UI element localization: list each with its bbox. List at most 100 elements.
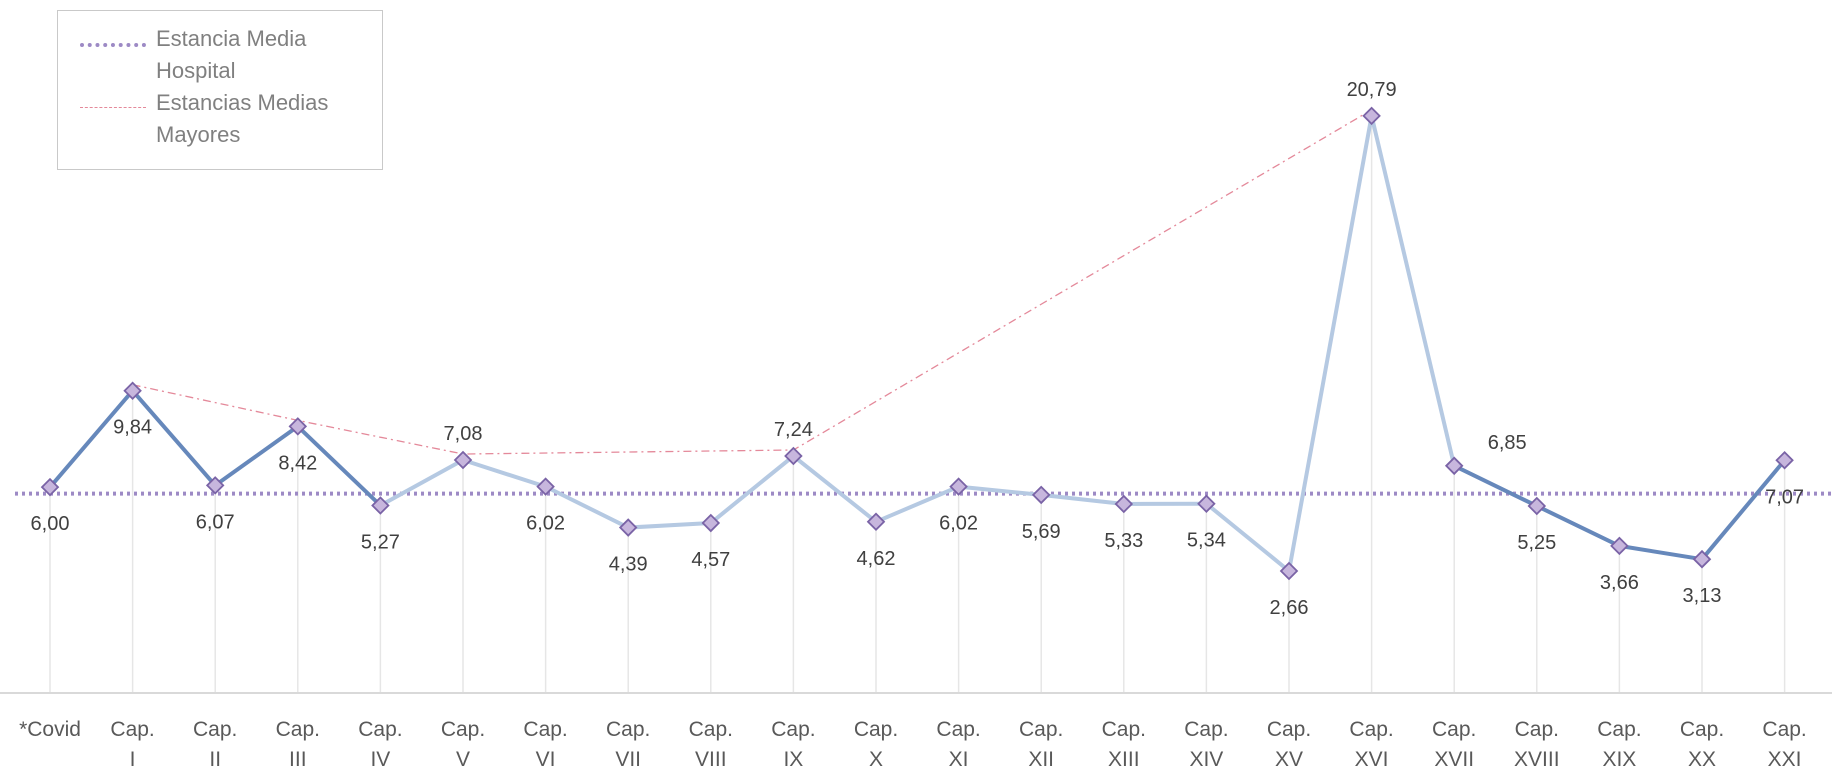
- data-label: 3,66: [1600, 572, 1639, 594]
- data-label: 2,66: [1270, 597, 1309, 619]
- series-segment: [48, 388, 135, 490]
- series-segment: [461, 458, 548, 489]
- series-segment: [874, 484, 961, 524]
- series-segment: [1617, 543, 1704, 562]
- x-tick-labels: *Covid Cap. I Cap. II Cap. III Cap. IV Cap. V Cap. V…: [19, 718, 1807, 771]
- series-segment: [1204, 501, 1291, 573]
- data-point-marker: [618, 518, 638, 537]
- series-segment: [543, 484, 631, 530]
- data-label: 4,62: [857, 548, 896, 570]
- data-label: 5,69: [1022, 521, 1061, 543]
- data-point-marker: [1444, 456, 1464, 476]
- x-tick-label: Cap. XIX: [1597, 718, 1641, 771]
- x-tick-label: Cap. IX: [771, 718, 815, 771]
- data-point-marker: [1775, 451, 1794, 470]
- data-label: 20,79: [1347, 79, 1397, 101]
- data-label: 9,84: [113, 417, 152, 439]
- data-label: 5,34: [1187, 530, 1226, 552]
- x-tick-label: Cap. VIII: [689, 718, 733, 771]
- series-segment: [1287, 113, 1374, 573]
- data-label: 6,02: [526, 513, 565, 535]
- x-tick-label: Cap. V: [441, 718, 485, 771]
- data-label: 4,57: [691, 549, 730, 571]
- legend-label-hospital: Estancia Media Hospital: [156, 26, 307, 83]
- x-tick-label: Cap. VI: [523, 718, 567, 771]
- x-tick-label: *Covid: [19, 718, 81, 741]
- data-point-marker: [453, 450, 473, 470]
- data-point-marker: [866, 512, 886, 532]
- data-point-marker: [1362, 106, 1381, 126]
- legend: Estancia Media Hospital Estancias Medias…: [57, 10, 383, 170]
- data-point-marker: [701, 513, 721, 533]
- data-label: 7,08: [444, 423, 483, 445]
- x-tick-label: Cap. XXI: [1762, 718, 1806, 771]
- data-label: 5,27: [361, 531, 400, 553]
- data-label: 5,33: [1104, 530, 1143, 552]
- data-point-marker: [288, 417, 308, 436]
- series-line: [48, 113, 1787, 573]
- data-label: 4,39: [609, 554, 648, 576]
- legend-item-mayores: Estancias Medias Mayores: [80, 87, 356, 151]
- data-labels: 6,00 9,84 6,07 8,42 5,27 7,08 6,02 4,39 4,57 7,24…: [31, 79, 1805, 619]
- data-point-marker: [205, 476, 225, 495]
- x-tick-label: Cap. XIV: [1184, 718, 1228, 771]
- data-point-marker: [123, 381, 142, 401]
- series-segment: [1534, 503, 1622, 548]
- series-segment: [1452, 463, 1539, 508]
- data-label: 6,02: [939, 513, 978, 535]
- data-point-marker: [536, 477, 555, 496]
- x-tick-label: Cap. XIII: [1102, 718, 1146, 771]
- series-segment: [378, 458, 465, 508]
- x-tick-label: Cap. XI: [936, 718, 980, 771]
- series-segment: [213, 424, 300, 488]
- series-segment: [626, 521, 713, 530]
- x-tick-label: Cap. X: [854, 718, 898, 771]
- series-segment: [130, 388, 218, 488]
- series-segment: [1700, 458, 1787, 562]
- series-segment: [791, 454, 878, 524]
- data-point-marker: [1279, 561, 1299, 581]
- x-tick-label: Cap. XX: [1680, 718, 1724, 771]
- data-point-marker: [1610, 536, 1629, 556]
- x-tick-label: Cap. III: [276, 718, 320, 771]
- data-point-marker: [1031, 485, 1051, 505]
- x-tick-label: Cap. XVI: [1349, 718, 1393, 771]
- data-label: 6,07: [196, 511, 235, 533]
- x-tick-label: Cap. IV: [358, 718, 402, 771]
- data-label: 5,25: [1517, 532, 1556, 554]
- data-label: 6,85: [1488, 432, 1527, 454]
- gridlines: [49, 115, 1786, 693]
- x-tick-label: Cap. II: [193, 718, 237, 771]
- x-tick-label: Cap. VII: [606, 718, 650, 771]
- data-point-marker: [1692, 549, 1712, 569]
- data-point-marker: [371, 496, 390, 515]
- data-label: 7,24: [774, 419, 813, 441]
- series-segment: [1039, 492, 1126, 506]
- series-segment: [1369, 113, 1457, 468]
- legend-swatch-hospital: [80, 43, 146, 47]
- x-tick-label: Cap. XVII: [1432, 718, 1476, 771]
- data-point-marker: [949, 477, 968, 496]
- data-point-marker: [1197, 494, 1216, 513]
- x-tick-label: Cap. XVIII: [1514, 718, 1560, 771]
- data-point-marker: [40, 477, 60, 497]
- series-segment: [956, 484, 1044, 497]
- data-point-marker: [784, 446, 803, 466]
- x-tick-label: Cap. XV: [1267, 718, 1311, 771]
- series-segment: [708, 454, 796, 526]
- legend-label-mayores: Estancias Medias Mayores: [156, 90, 329, 147]
- data-label: 8,42: [278, 452, 317, 474]
- data-label: 3,13: [1683, 585, 1722, 607]
- legend-swatch-mayores: [80, 107, 146, 108]
- data-point-marker: [1527, 496, 1547, 516]
- x-tick-label: Cap. XII: [1019, 718, 1063, 771]
- data-markers: [40, 106, 1794, 581]
- data-point-marker: [1114, 494, 1134, 514]
- data-label: 6,00: [31, 513, 70, 535]
- x-tick-label: Cap. I: [110, 718, 154, 771]
- legend-item-hospital: Estancia Media Hospital: [80, 23, 356, 87]
- data-label: 7,07: [1765, 486, 1804, 508]
- series-segment: [295, 424, 383, 508]
